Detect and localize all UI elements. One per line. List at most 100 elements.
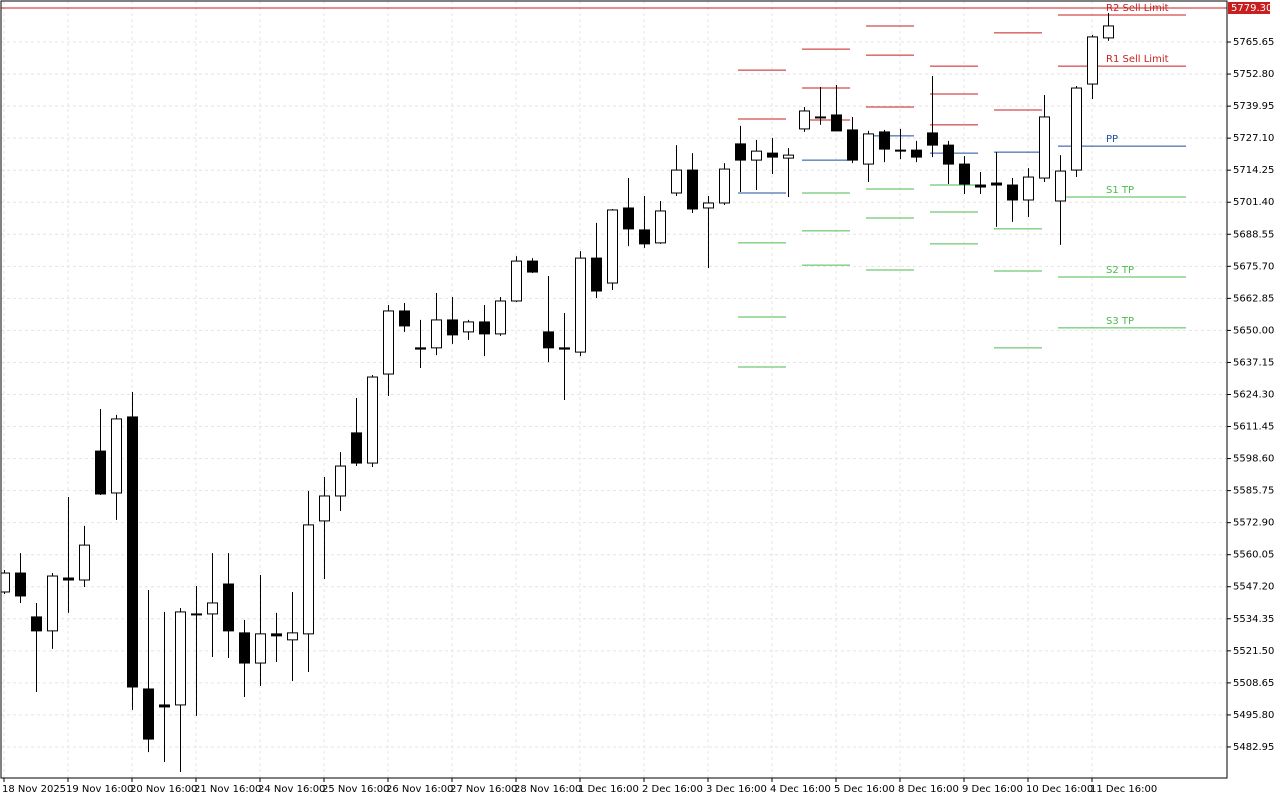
candle-body [767, 152, 778, 158]
y-tick-label: 5572.90 [1233, 518, 1274, 529]
price-tag [1228, 1, 1270, 14]
candle-body [1007, 184, 1018, 201]
y-tick-label: 5765.65 [1233, 37, 1274, 48]
candle-body [863, 133, 874, 165]
candle-body [831, 114, 842, 132]
y-tick-label: 5521.50 [1233, 646, 1274, 657]
x-tick-label: 5 Dec 16:00 [834, 784, 895, 795]
candle-body [527, 260, 538, 273]
candle-body [623, 207, 634, 230]
y-tick-label: 5598.60 [1233, 454, 1274, 465]
x-tick-label: 20 Nov 16:00 [130, 784, 197, 795]
candle-body [783, 154, 794, 159]
candle-body [479, 321, 490, 335]
candle-body [799, 110, 810, 130]
y-tick-label: 5752.80 [1233, 69, 1274, 80]
candle-body [463, 321, 474, 333]
x-tick-label: 24 Nov 16:00 [258, 784, 325, 795]
candle-body [703, 202, 714, 209]
candle-body [15, 572, 26, 597]
y-tick-label: 5727.10 [1233, 133, 1274, 144]
candle-body [687, 169, 698, 210]
x-tick-label: 8 Dec 16:00 [898, 784, 959, 795]
candle-body [719, 168, 730, 204]
x-tick-label: 2 Dec 16:00 [642, 784, 703, 795]
candle-body [223, 583, 234, 632]
candle-body [399, 310, 410, 327]
y-tick-label: 5508.65 [1233, 678, 1274, 689]
candle-body [1103, 25, 1114, 39]
candle-body [111, 418, 122, 494]
x-tick-label: 3 Dec 16:00 [706, 784, 767, 795]
candle-body [335, 465, 346, 497]
level-label: S1 TP [1106, 185, 1134, 196]
candle-body [127, 416, 138, 688]
level-label: S2 TP [1106, 265, 1134, 276]
level-label: PP [1106, 134, 1118, 145]
candle-body [911, 149, 922, 158]
candle-body [239, 632, 250, 664]
candle-body [879, 131, 890, 150]
level-label: R1 Sell Limit [1106, 54, 1169, 65]
candle-body [575, 257, 586, 353]
candle-body [847, 129, 858, 161]
candle-body [207, 602, 218, 615]
candle-body [383, 310, 394, 375]
candle-body [63, 577, 74, 581]
x-tick-label: 26 Nov 16:00 [386, 784, 453, 795]
x-tick-label: 27 Nov 16:00 [450, 784, 517, 795]
candle-body [319, 495, 330, 522]
candle-body [815, 116, 826, 119]
y-tick-label: 5739.95 [1233, 101, 1274, 112]
y-tick-label: 5534.35 [1233, 614, 1274, 625]
x-tick-label: 1 Dec 16:00 [578, 784, 639, 795]
candle-body [735, 143, 746, 161]
candle-body [351, 432, 362, 464]
y-tick-label: 5714.25 [1233, 165, 1274, 176]
candle-body [1, 572, 10, 593]
y-tick-label: 5495.80 [1233, 710, 1274, 721]
grid-layer [1, 1, 1227, 778]
candle-body [1071, 87, 1082, 171]
y-tick-label: 5637.15 [1233, 357, 1274, 368]
candle-body [159, 704, 170, 708]
candle-body [1039, 116, 1050, 179]
y-tick-label: 5585.75 [1233, 486, 1274, 497]
y-tick-label: 5624.30 [1233, 389, 1274, 400]
candle-body [639, 229, 650, 245]
level-label: R2 Sell Limit [1106, 3, 1169, 14]
candle-body [175, 611, 186, 706]
x-tick-label: 21 Nov 16:00 [194, 784, 261, 795]
y-tick-label: 5688.55 [1233, 229, 1274, 240]
price-label: 5779.30 [1231, 3, 1272, 14]
y-tick-label: 5662.85 [1233, 293, 1274, 304]
candle-body [591, 257, 602, 292]
candle-body [895, 149, 906, 152]
level-label: S3 TP [1106, 316, 1134, 327]
candle-body [431, 319, 442, 349]
y-tick-label: 5560.05 [1233, 550, 1274, 561]
x-tick-label: 28 Nov 16:00 [514, 784, 581, 795]
candle-body [543, 331, 554, 349]
plot-border [0, 0, 1228, 779]
x-tick-label: 11 Dec 16:00 [1090, 784, 1157, 795]
candle-body [447, 319, 458, 336]
candle-body [303, 524, 314, 635]
x-tick-label: 9 Dec 16:00 [962, 784, 1023, 795]
candle-body [47, 575, 58, 632]
candle-body [671, 169, 682, 194]
candle-body [95, 450, 106, 495]
y-tick-label: 5701.40 [1233, 197, 1274, 208]
y-tick-label: 5611.45 [1233, 422, 1274, 433]
x-tick-label: 25 Nov 16:00 [322, 784, 389, 795]
candle-body [255, 633, 266, 664]
candle-body [1055, 170, 1066, 202]
candle-body [655, 210, 666, 244]
candle-body [495, 300, 506, 335]
candle-body [943, 144, 954, 165]
candle-body [559, 347, 570, 350]
candle-body [271, 633, 282, 637]
